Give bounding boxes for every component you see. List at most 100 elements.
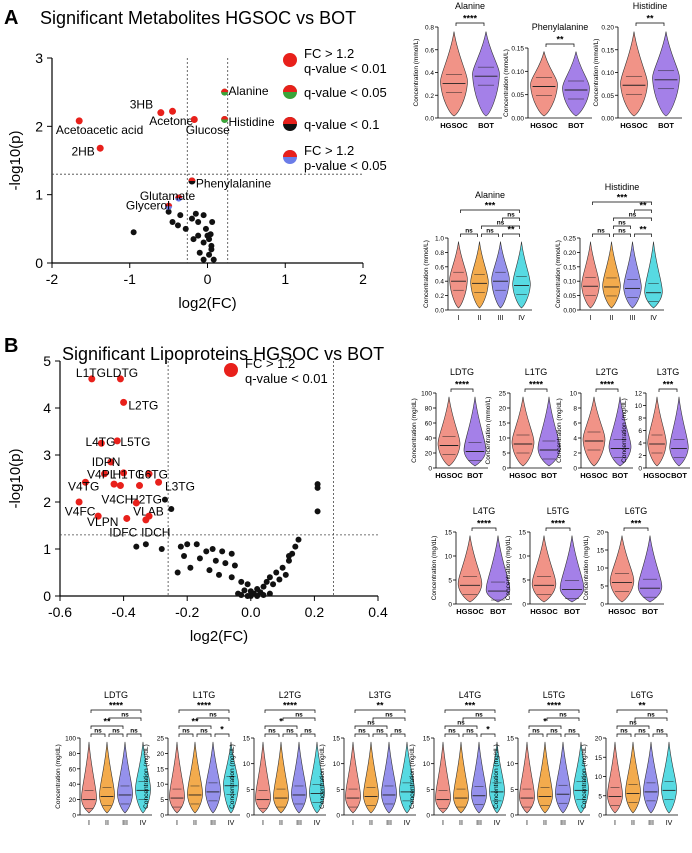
y-tick-label: 10: [635, 403, 643, 410]
y-tick-label: 4: [43, 400, 51, 416]
significance-bracket: [658, 388, 678, 392]
significance-bracket: [462, 733, 478, 737]
group-label: IV: [228, 820, 235, 827]
group-label: II: [369, 820, 373, 827]
significance-label: ns: [465, 228, 473, 235]
scatter-point: [196, 555, 203, 562]
violin-body: [135, 741, 151, 814]
significance-bracket: [178, 725, 212, 729]
significance-bracket: [471, 527, 497, 531]
group-label: HGSOC: [620, 121, 648, 130]
point-label: 2HB: [71, 145, 94, 159]
violin-body: [223, 741, 239, 814]
y-tick-label: 10: [597, 566, 605, 573]
y-tick-label: 5: [600, 584, 604, 591]
legend-text: FC > 1.2: [245, 356, 295, 371]
scatter-point: [219, 548, 226, 555]
significant-point: [120, 469, 128, 477]
y-tick-label: 4: [638, 441, 642, 448]
point-label: 3HB: [130, 97, 153, 111]
violin-title: LDTG: [104, 690, 128, 700]
significance-bracket: [90, 733, 106, 737]
y-tick-label: 0.4: [435, 279, 444, 286]
significance-label: ns: [629, 212, 637, 219]
violin-title: L3TG: [369, 690, 392, 700]
scatter-point: [174, 569, 181, 576]
violin-v_l3tg: L3TG 0 2 4 6 8 10 12 Concentration (mg/dL) HGSOC B…: [621, 367, 690, 480]
y-tick-label: 0: [72, 813, 76, 820]
scatter-point: [142, 541, 149, 548]
y-axis-label: -log10(p): [7, 448, 24, 508]
significance-bracket: [126, 733, 142, 737]
significance-bracket: [595, 388, 619, 392]
significance-bracket: [592, 201, 652, 205]
y-tick-label: 3: [35, 50, 43, 66]
significance-label: ns: [295, 712, 303, 719]
y-tick-label: 5: [336, 787, 340, 794]
significance-label: ****: [600, 380, 615, 390]
y-axis-label: Concentration (mg/dL): [431, 536, 438, 601]
y-tick-label: 20: [595, 736, 603, 743]
point-label: IDCH: [141, 526, 170, 540]
group-label: I: [176, 820, 178, 827]
significant-point: [142, 516, 150, 524]
violin-body: [511, 396, 535, 467]
y-tick-label: 10: [595, 774, 603, 781]
scatter-point: [206, 567, 213, 574]
y-tick-label: 80: [425, 406, 433, 413]
violin-body: [453, 741, 469, 814]
legend-dot-half: [283, 117, 297, 124]
scatter-point: [276, 576, 283, 583]
violin-v_l4tg: L4TG 0 5 10 15 Concentration (mg/dL) HGSOC BOT *…: [431, 506, 512, 616]
violin-v_ala4: Alanine 0.0 0.2 0.4 0.6 0.8 1.0 Concentration (…: [423, 190, 532, 322]
scatter-point: [266, 574, 273, 581]
violin-v_l5tg: L5TG 0 5 10 15 Concentration (mg/dL) HGSOC BOT *…: [505, 506, 586, 616]
violin-body: [643, 741, 659, 814]
significance-bracket: [634, 233, 652, 237]
significance-label: **: [103, 717, 111, 727]
group-label: IV: [650, 315, 657, 322]
scatter-point: [190, 236, 197, 243]
y-tick-label: 0.15: [511, 46, 524, 53]
significance-label: ns: [394, 728, 402, 735]
significance-label: ns: [121, 712, 129, 719]
point-label: IDPN: [92, 455, 121, 469]
scatter-point: [263, 578, 270, 585]
significance-bracket: [196, 733, 212, 737]
group-label: II: [459, 820, 463, 827]
significance-label: **: [556, 35, 564, 45]
violin-title: Histidine: [605, 182, 640, 192]
point-label: V4TG: [68, 479, 99, 493]
group-label: I: [526, 820, 528, 827]
y-tick-label: 0.0: [425, 116, 434, 123]
significance-label: *: [543, 717, 547, 727]
significance-label: ns: [200, 728, 208, 735]
y-tick-label: 10: [243, 761, 251, 768]
violin-body: [607, 741, 623, 814]
group-label: BOT: [568, 121, 584, 130]
significance-bracket: [616, 733, 632, 737]
point-label: V4FC: [65, 504, 96, 518]
significance-label: *: [486, 725, 490, 735]
y-tick-label: 20: [597, 530, 605, 537]
y-tick-label: 2: [43, 494, 51, 510]
group-label: III: [386, 820, 392, 827]
significance-bracket: [545, 43, 575, 47]
scatter-point: [195, 232, 202, 239]
y-axis-label: Concentration (mg/dL): [143, 744, 150, 809]
y-tick-label: 1: [35, 187, 43, 203]
violin-body: [169, 741, 185, 814]
x-tick-label: 0: [204, 271, 212, 287]
scatter-point: [228, 574, 235, 581]
y-tick-label: 1.0: [435, 236, 444, 243]
significance-bracket: [264, 709, 316, 713]
significant-point-half: [175, 194, 183, 199]
scatter-point: [196, 249, 203, 256]
significance-label: **: [646, 14, 654, 24]
violin-body: [512, 241, 531, 309]
violin-title: L6TG: [625, 506, 648, 516]
violin-body: [363, 741, 379, 814]
violin-body: [620, 31, 648, 117]
